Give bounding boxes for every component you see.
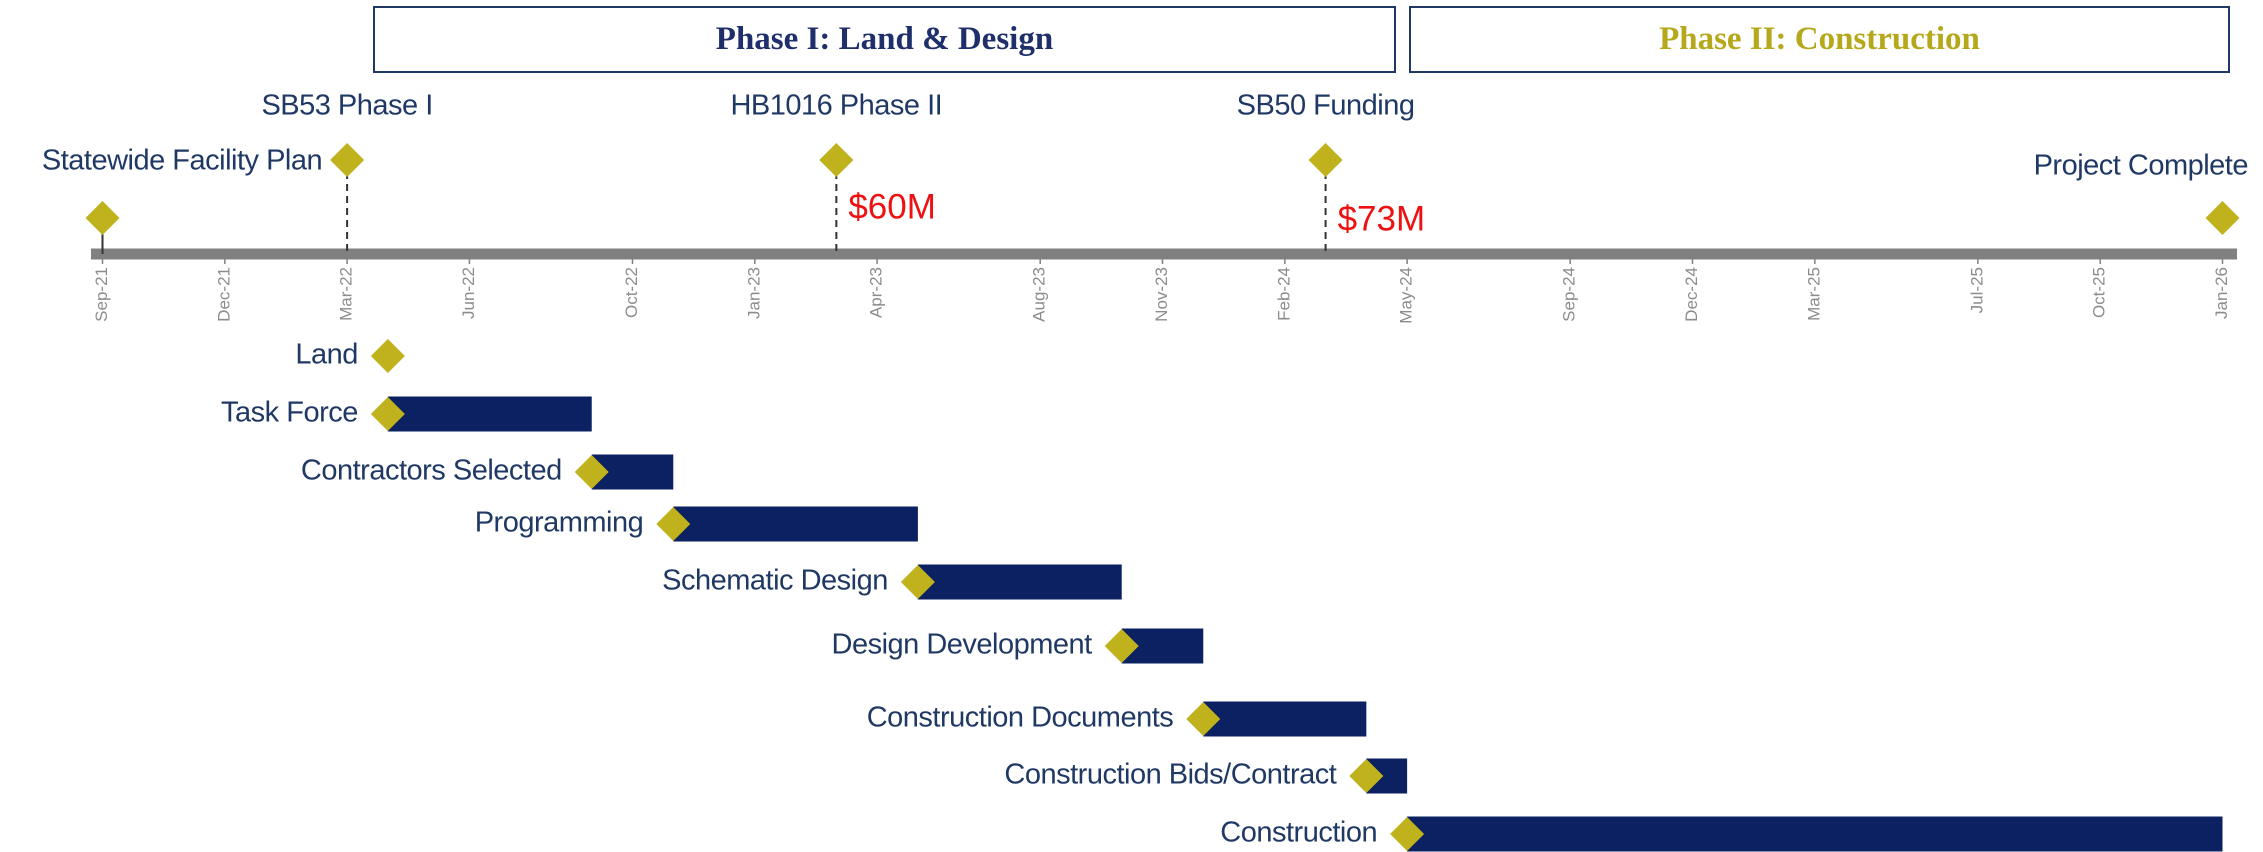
milestone-annotation: $60M	[848, 187, 936, 226]
task-label: Contractors Selected	[301, 455, 562, 487]
phase-title: Phase I: Land & Design	[716, 21, 1053, 57]
milestone-label: Statewide Facility Plan	[42, 145, 322, 177]
x-tick-label: Sep-21	[92, 267, 111, 322]
milestone-label: SB50 Funding	[1237, 90, 1415, 122]
task-diamond	[656, 507, 691, 541]
task-label: Task Force	[221, 397, 358, 429]
x-tick-label: Apr-23	[867, 267, 886, 318]
task-diamond	[370, 339, 405, 373]
task-diamond	[574, 455, 609, 489]
milestone-label: Project Complete	[2034, 150, 2248, 182]
milestone-label: HB1016 Phase II	[730, 90, 942, 122]
milestone-diamond	[2205, 201, 2240, 235]
x-tick-label: Aug-23	[1030, 267, 1049, 322]
milestone-diamond	[1308, 143, 1343, 177]
x-tick-label: Jul-25	[1967, 267, 1986, 313]
task-label: Programming	[475, 507, 644, 539]
task-diamond	[1390, 817, 1425, 851]
phase-box	[1409, 6, 2230, 73]
x-tick-label: Jun-22	[459, 267, 478, 319]
task-diamond	[370, 397, 405, 431]
x-tick-label: Dec-21	[214, 267, 233, 322]
task-label: Design Development	[832, 629, 1093, 661]
task-diamond	[1104, 629, 1139, 663]
task-bar	[917, 564, 1122, 600]
task-diamond	[900, 565, 935, 599]
x-tick-label: Nov-23	[1152, 267, 1171, 322]
x-tick-label: Dec-24	[1682, 267, 1701, 322]
phase-box	[373, 6, 1396, 73]
task-bar	[1203, 701, 1367, 737]
milestone-label: SB53 Phase I	[261, 90, 432, 122]
x-tick-label: Jan-26	[2212, 267, 2231, 319]
task-bar	[1407, 816, 2223, 852]
task-label: Construction	[1220, 817, 1377, 849]
milestone-annotation: $73M	[1338, 199, 1426, 238]
task-label: Schematic Design	[662, 565, 888, 597]
phase-title: Phase II: Construction	[1659, 21, 1980, 57]
task-bar	[673, 506, 918, 542]
task-label: Land	[295, 339, 358, 371]
x-tick-label: Sep-24	[1560, 267, 1579, 322]
milestone-diamond	[819, 143, 854, 177]
task-diamond	[1186, 702, 1221, 736]
task-label: Construction Documents	[867, 702, 1174, 734]
task-bar	[387, 396, 592, 432]
task-label: Construction Bids/Contract	[1004, 759, 1336, 791]
x-tick-label: Jan-23	[744, 267, 763, 319]
x-tick-label: Mar-25	[1804, 267, 1823, 321]
x-tick-label: Feb-24	[1274, 267, 1293, 321]
x-tick-label: May-24	[1397, 267, 1416, 324]
x-tick-label: Mar-22	[337, 267, 356, 321]
milestone-diamond	[330, 143, 365, 177]
milestone-diamond	[85, 201, 120, 235]
x-tick-label: Oct-22	[622, 267, 641, 318]
x-tick-label: Oct-25	[2090, 267, 2109, 318]
task-diamond	[1349, 759, 1384, 793]
